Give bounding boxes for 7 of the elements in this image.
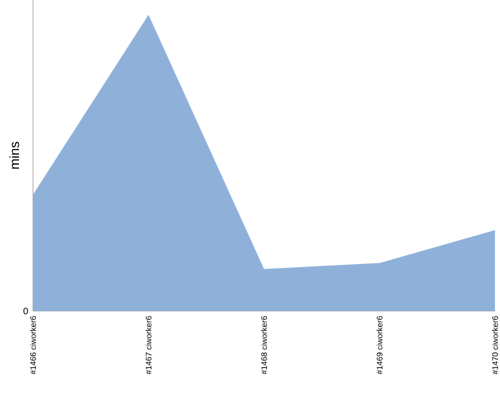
x-tick-label: #1467 ciworker6 [146, 316, 152, 374]
text: 0 [23, 308, 28, 314]
y-axis-title: mins [9, 142, 20, 169]
x-tick-label: #1470 ciworker6 [492, 316, 498, 374]
x-tick-label: #1469 ciworker6 [376, 316, 382, 374]
x-tick-label: #1468 ciworker6 [261, 316, 267, 374]
x-tick-label: #1466 ciworker6 [30, 316, 36, 374]
